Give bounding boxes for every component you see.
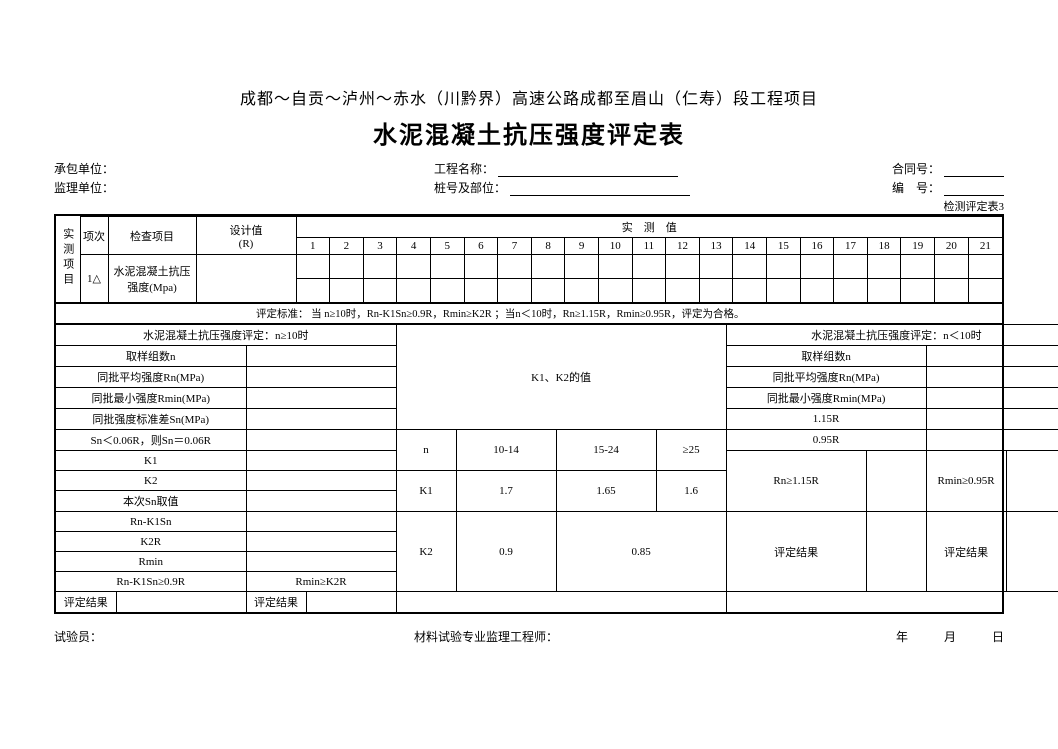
mid-title: K1、K2的值	[396, 325, 726, 430]
left-r5: Sn＜0.06R，则Sn＝0.06R	[56, 430, 246, 451]
col-measured: 实 测 值	[296, 217, 1002, 238]
col-no: 项次	[80, 217, 108, 255]
left-r8: 本次Sn取值	[56, 491, 246, 512]
measured-items-label: 实测项目	[60, 228, 76, 288]
mid-n: n	[396, 430, 456, 471]
left-r3: 同批最小强度Rmin(MPa)	[56, 388, 246, 409]
right-r3: 同批最小强度Rmin(MPa)	[726, 388, 926, 409]
page-title: 水泥混凝土抗压强度评定表	[54, 115, 1004, 150]
supervisor-label: 监理单位：	[54, 179, 114, 196]
station-label: 桩号及部位：	[434, 179, 506, 196]
tester-label: 试验员：	[54, 628, 414, 645]
footer: 试验员： 材料试验专业监理工程师： 年 月 日	[54, 628, 1004, 645]
left-title: 水泥混凝土抗压强度评定：n≥10时	[56, 325, 396, 346]
right-r1: 取样组数n	[726, 346, 926, 367]
table-note: 检测评定表3	[54, 198, 1004, 214]
left-r6: K1	[56, 451, 246, 471]
project-subtitle: 成都～自贡～泸州～赤水（川黔界）高速公路成都至眉山（仁寿）段工程项目	[54, 85, 1004, 109]
serial-no-line	[944, 182, 1004, 196]
engineer-label: 材料试验专业监理工程师：	[414, 628, 854, 645]
mid-k1: K1	[396, 471, 456, 512]
day-label: 日	[992, 630, 1004, 644]
right-title: 水泥混凝土抗压强度评定：n＜10时	[726, 325, 1058, 346]
left-r4: 同批强度标准差Sn(MPa)	[56, 409, 246, 430]
right-res2: 评定结果	[926, 512, 1006, 592]
left-res-b: 评定结果	[246, 592, 306, 613]
col-design: 设计值 (R)	[196, 217, 296, 255]
left-r11: Rmin	[56, 552, 246, 572]
left-r9: Rn-K1Sn	[56, 512, 246, 532]
mid-k2: K2	[396, 512, 456, 592]
right-r5: 0.95R	[726, 430, 926, 451]
project-name-line	[498, 163, 678, 177]
col-item: 检查项目	[108, 217, 196, 255]
left-r1: 取样组数n	[56, 346, 246, 367]
right-cond1: Rn≥1.15R	[726, 451, 866, 512]
year-label: 年	[896, 630, 908, 644]
left-res-a: 评定结果	[56, 592, 116, 613]
station-line	[510, 182, 690, 196]
left-r2: 同批平均强度Rn(MPa)	[56, 367, 246, 388]
evaluation-table: 水泥混凝土抗压强度评定：n≥10时 K1、K2的值 水泥混凝土抗压强度评定：n＜…	[56, 324, 1058, 612]
contractor-label: 承包单位：	[54, 160, 114, 177]
left-r10: K2R	[56, 532, 246, 552]
standard-label: 评定标准：	[256, 309, 309, 320]
standard-text: 当 n≥10时，Rn-K1Sn≥0.9R，Rmin≥K2R ；当n＜10时，Rn…	[311, 309, 744, 320]
contract-no-label: 合同号：	[892, 160, 940, 177]
serial-no-label: 编 号：	[892, 179, 940, 196]
left-r7: K2	[56, 471, 246, 491]
left-r12a: Rn-K1Sn≥0.9R	[56, 572, 246, 592]
data-row-1: 1△ 水泥混凝土抗压强度(Mpa)	[56, 255, 1002, 279]
right-cond2: Rmin≥0.95R	[926, 451, 1006, 512]
month-label: 月	[944, 630, 956, 644]
measured-table: 实测项目 项次 检查项目 设计值 (R) 实 测 值 1234567891011…	[56, 216, 1002, 303]
left-r12b: Rmin≥K2R	[246, 572, 396, 592]
standard-row: 评定标准： 当 n≥10时，Rn-K1Sn≥0.9R，Rmin≥K2R ；当n＜…	[56, 303, 1002, 324]
right-r4: 1.15R	[726, 409, 926, 430]
right-r2: 同批平均强度Rn(MPa)	[726, 367, 926, 388]
right-res1: 评定结果	[726, 512, 866, 592]
contract-no-line	[944, 163, 1004, 177]
project-name-label: 工程名称：	[434, 160, 494, 177]
